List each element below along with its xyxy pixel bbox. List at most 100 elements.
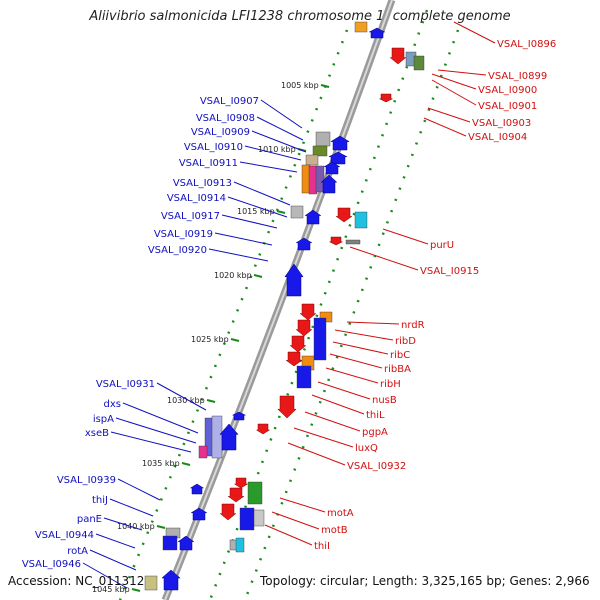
gene-box bbox=[413, 55, 425, 71]
reverse-gene-label: VSAL_I0896 bbox=[497, 39, 556, 50]
reverse-gene-label: purU bbox=[430, 240, 454, 251]
forward-label-connector bbox=[109, 498, 154, 517]
gene-box bbox=[354, 21, 368, 33]
forward-gene-label: VSAL_I0939 bbox=[57, 475, 116, 486]
reverse-label-connector bbox=[423, 117, 467, 137]
reverse-gene-label: ribH bbox=[380, 379, 401, 390]
forward-label-connector bbox=[95, 533, 136, 549]
reverse-gene-label: VSAL_I0904 bbox=[468, 132, 527, 143]
kbp-tick-mark bbox=[181, 462, 191, 466]
forward-gene-label: VSAL_I0914 bbox=[167, 193, 226, 204]
gene-box bbox=[253, 509, 265, 527]
gene-box bbox=[198, 445, 208, 459]
kbp-tick-mark bbox=[131, 588, 141, 592]
forward-label-connector bbox=[214, 232, 273, 246]
reverse-gene-label: ribBA bbox=[384, 364, 411, 375]
reverse-gene-arrow bbox=[219, 503, 237, 521]
forward-gene-label: VSAL_I0917 bbox=[161, 211, 220, 222]
guide-track-1 bbox=[118, 29, 349, 600]
forward-gene-label: thiJ bbox=[92, 495, 108, 506]
kbp-tick-mark bbox=[320, 84, 330, 88]
reverse-label-connector bbox=[325, 367, 379, 384]
forward-gene-arrow bbox=[189, 483, 205, 495]
forward-gene-label: VSAL_I0946 bbox=[22, 559, 81, 570]
reverse-gene-arrow bbox=[299, 303, 317, 321]
forward-gene-label: VSAL_I0944 bbox=[35, 530, 94, 541]
kbp-tick-mark bbox=[230, 338, 240, 342]
reverse-gene-label: thiL bbox=[366, 410, 385, 421]
forward-gene-label: VSAL_I0910 bbox=[184, 142, 243, 153]
forward-gene-arrow bbox=[320, 174, 338, 194]
reverse-gene-label: VSAL_I0915 bbox=[420, 266, 479, 277]
reverse-gene-label: ribD bbox=[395, 336, 416, 347]
forward-label-connector bbox=[244, 145, 302, 161]
reverse-label-connector bbox=[271, 511, 320, 530]
reverse-gene-label: motB bbox=[321, 525, 348, 536]
reverse-label-connector bbox=[332, 341, 389, 355]
kbp-tick-label: 1010 kbp bbox=[258, 145, 296, 154]
forward-label-connector bbox=[110, 431, 192, 453]
reverse-label-connector bbox=[304, 411, 361, 432]
reverse-gene-label: VSAL_I0901 bbox=[478, 101, 537, 112]
reverse-gene-label: VSAL_I0903 bbox=[472, 118, 531, 129]
reverse-label-connector bbox=[346, 321, 400, 325]
forward-gene-arrow bbox=[161, 569, 181, 591]
forward-gene-label: VSAL_I0919 bbox=[154, 229, 213, 240]
reverse-gene-arrow bbox=[335, 207, 353, 223]
kbp-tick-mark bbox=[156, 525, 166, 529]
forward-label-connector bbox=[251, 130, 307, 153]
forward-gene-label: rotA bbox=[67, 546, 88, 557]
forward-label-connector bbox=[256, 116, 304, 141]
forward-gene-arrow bbox=[232, 411, 246, 421]
reverse-gene-arrow bbox=[289, 335, 307, 353]
reverse-label-connector bbox=[427, 107, 471, 123]
reverse-gene-label: VSAL_I0900 bbox=[478, 85, 537, 96]
gene-box bbox=[162, 535, 178, 551]
kbp-tick-label: 1015 kbp bbox=[237, 207, 275, 216]
forward-gene-label: xseB bbox=[85, 428, 109, 439]
reverse-gene-label: VSAL_I0899 bbox=[488, 71, 547, 82]
gene-box bbox=[354, 211, 368, 229]
reverse-label-connector bbox=[293, 427, 354, 448]
reverse-label-connector bbox=[453, 21, 496, 44]
reverse-gene-label: motA bbox=[327, 508, 354, 519]
reverse-label-connector bbox=[437, 69, 487, 76]
forward-gene-label: VSAL_I0931 bbox=[96, 379, 155, 390]
reverse-gene-label: thiI bbox=[314, 541, 330, 552]
forward-gene-arrow bbox=[284, 263, 304, 297]
forward-gene-label: VSAL_I0907 bbox=[200, 96, 259, 107]
topology-summary: Topology: circular; Length: 3,325,165 bp… bbox=[260, 574, 590, 588]
kbp-tick-mark bbox=[253, 274, 263, 278]
gene-box bbox=[290, 205, 304, 219]
forward-label-connector bbox=[156, 382, 207, 411]
forward-gene-arrow bbox=[295, 237, 313, 251]
forward-label-connector bbox=[221, 214, 278, 229]
gene-box bbox=[239, 507, 255, 531]
forward-gene-label: dxs bbox=[104, 399, 121, 410]
reverse-label-connector bbox=[334, 329, 394, 341]
forward-gene-arrow bbox=[328, 151, 348, 165]
forward-gene-arrow bbox=[330, 135, 350, 151]
reverse-gene-label: pgpA bbox=[362, 427, 388, 438]
forward-gene-arrow bbox=[304, 209, 322, 225]
reverse-label-connector bbox=[264, 524, 313, 546]
reverse-gene-label: ribC bbox=[390, 350, 410, 361]
forward-gene-label: VSAL_I0908 bbox=[196, 113, 255, 124]
reverse-gene-label: luxQ bbox=[355, 443, 378, 454]
forward-gene-arrow bbox=[190, 507, 208, 521]
reverse-label-connector bbox=[287, 442, 346, 466]
gene-box bbox=[305, 154, 319, 166]
map-title: Aliivibrio salmonicida LFI1238 chromosom… bbox=[89, 9, 511, 24]
forward-gene-label: VSAL_I0911 bbox=[179, 158, 238, 169]
reverse-gene-arrow bbox=[285, 351, 303, 367]
reverse-gene-arrow bbox=[379, 93, 393, 103]
accession-text: Accession: NC_011312 bbox=[8, 574, 145, 588]
forward-label-connector bbox=[233, 181, 291, 206]
gene-box bbox=[144, 575, 158, 591]
gene-box bbox=[315, 131, 331, 147]
forward-gene-label: VSAL_I0913 bbox=[173, 178, 232, 189]
forward-label-connector bbox=[115, 417, 197, 444]
gene-box bbox=[211, 415, 223, 459]
reverse-gene-arrow bbox=[227, 487, 245, 503]
